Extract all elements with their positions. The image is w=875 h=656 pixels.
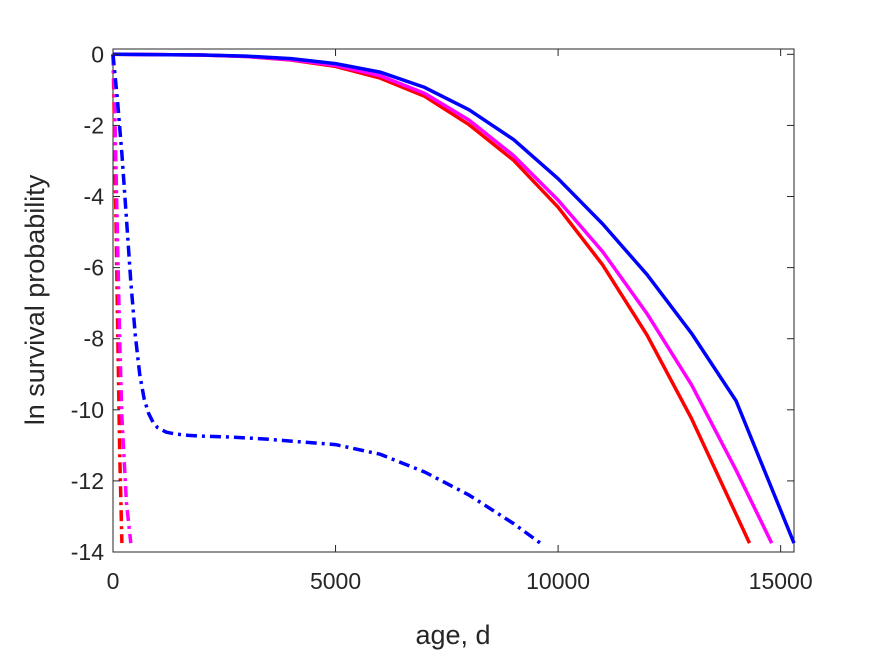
y-tick-label: -12 <box>71 468 104 494</box>
series-line-6-dashdot <box>111 54 542 545</box>
series-line-5-dashdot <box>111 54 133 544</box>
y-tick-label: -2 <box>84 112 104 138</box>
y-tick-label: -10 <box>71 397 104 423</box>
tick-layer: 0 5000 10000 15000 0 -2 -4 -6 -8 -10 -12 -14 <box>71 41 813 594</box>
y-tick-label: -4 <box>84 184 105 210</box>
plot-area <box>112 48 795 553</box>
y-axis-label: ln survival probability <box>20 174 50 425</box>
y-tick-label: 0 <box>91 41 104 67</box>
y-tick-label: -8 <box>84 326 104 352</box>
x-tick-label: 5000 <box>310 568 361 594</box>
y-tick-label: -6 <box>84 255 104 281</box>
x-tick-label: 0 <box>107 568 120 594</box>
x-axis-label: age, d <box>415 620 490 650</box>
series-line-3-solid <box>112 52 796 544</box>
series-layer <box>111 52 796 545</box>
x-tick-label: 10000 <box>526 568 590 594</box>
y-tick-label: -14 <box>71 539 104 565</box>
x-tick-label: 15000 <box>749 568 813 594</box>
